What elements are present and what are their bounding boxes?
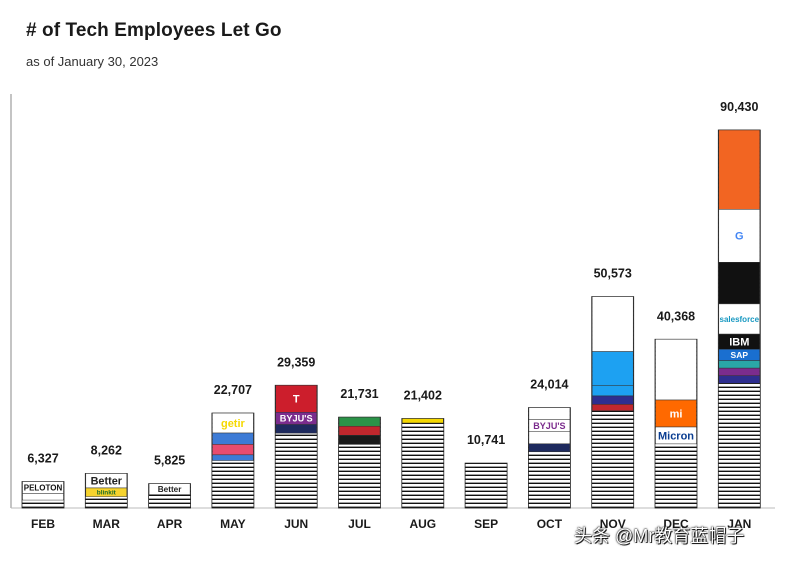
value-label-jun: 29,359 [277, 355, 315, 369]
xiaomi-logo [655, 399, 697, 428]
microsoft-logo [718, 262, 761, 305]
misc-logo [338, 416, 381, 427]
better-logo-label: Better [158, 485, 183, 494]
misc-logo [275, 424, 317, 434]
salesforce-logo-label: salesforce [720, 315, 760, 324]
value-label-dec: 40,368 [657, 309, 695, 323]
peloton-logo-label: PELOTON [24, 483, 63, 492]
bar-aug [401, 418, 445, 509]
blinkit-logo-label: blinkit [97, 490, 117, 497]
x-tick-label-sep: SEP [474, 517, 498, 531]
value-label-may: 22,707 [214, 383, 252, 397]
micron-logo-label: Micron [658, 430, 694, 442]
chart-logo [655, 339, 697, 401]
value-label-jul: 21,731 [340, 387, 378, 401]
misc-logo [718, 360, 761, 369]
x-tick-label-jan: JAN [727, 517, 751, 531]
x-tick-label-may: MAY [220, 517, 246, 531]
value-label-oct: 24,014 [530, 378, 568, 392]
misc-logo [591, 385, 634, 397]
salesforce-logo [718, 303, 761, 335]
value-label-sep: 10,741 [467, 433, 505, 447]
getir-logo-label: getir [221, 418, 246, 430]
misc-logo [528, 431, 571, 445]
stripe-logo [212, 454, 254, 461]
micron-logo [655, 426, 697, 445]
car-logo [212, 432, 254, 445]
x-tick-label-feb: FEB [31, 517, 55, 531]
misc-logo [338, 435, 381, 445]
misc-logo [402, 418, 444, 424]
chart-title: # of Tech Employees Let Go [26, 20, 282, 41]
booking-logo [22, 493, 64, 501]
value-label-nov: 50,573 [594, 267, 632, 281]
google-logo [718, 209, 761, 263]
value-label-mar: 8,262 [91, 443, 122, 457]
misc-logo [591, 395, 634, 405]
byjus-logo-label: BYJU'S [533, 421, 565, 431]
better-logo-label: Better [91, 476, 123, 488]
value-label-aug: 21,402 [404, 389, 442, 403]
x-tick-label-nov: NOV [600, 517, 626, 531]
leaf-logo [528, 407, 571, 420]
x-tick-label-jun: JUN [284, 517, 308, 531]
google-logo-label: G [735, 231, 744, 243]
misc-logo [338, 425, 381, 436]
sap-logo-label: SAP [731, 350, 749, 360]
amazon-logo [718, 129, 761, 210]
x-tick-label-mar: MAR [93, 517, 121, 531]
tesla-logo [275, 385, 317, 413]
tesla-logo-label: T [293, 394, 300, 406]
value-label-apr: 5,825 [154, 454, 185, 468]
watermark-text: 头条 @Mr教育蓝帽子 [574, 526, 745, 546]
x-tick-label-jul: JUL [348, 517, 371, 531]
x-tick-label-oct: OCT [537, 517, 563, 531]
value-label-feb: 6,327 [27, 452, 58, 466]
sales-logo [212, 444, 254, 456]
misc-logo [718, 367, 761, 376]
twitter-logo [591, 351, 634, 386]
misc-logo [528, 443, 571, 453]
xiaomi-logo-label: mi [670, 408, 683, 420]
x-tick-label-dec: DEC [663, 517, 689, 531]
bar-sep [464, 462, 508, 509]
x-tick-label-aug: AUG [409, 517, 436, 531]
value-label-jan: 90,430 [720, 100, 758, 114]
blinkit-logo [85, 487, 128, 497]
meta-logo [591, 296, 634, 352]
chart-subtitle: as of January 30, 2023 [26, 54, 159, 69]
misc-logo [718, 375, 761, 384]
byjus-logo-label: BYJU'S [280, 414, 313, 424]
ibm-logo-label: IBM [729, 337, 749, 349]
better-logo [148, 483, 191, 495]
x-tick-label-apr: APR [157, 517, 183, 531]
misc-logo [591, 404, 634, 412]
